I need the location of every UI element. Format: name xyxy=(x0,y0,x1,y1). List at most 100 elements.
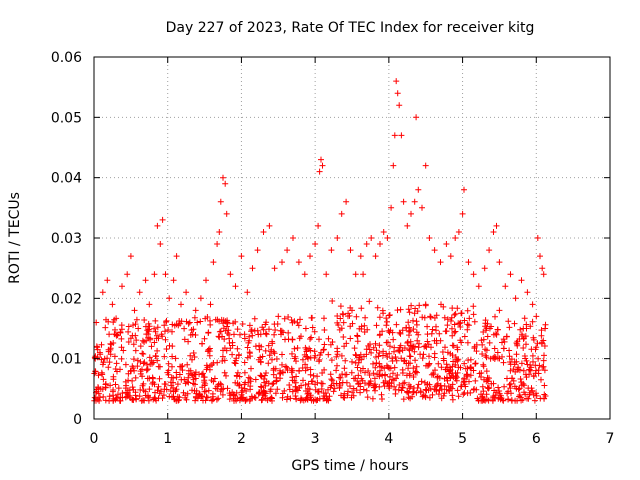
data-point xyxy=(235,352,242,359)
data-point xyxy=(307,354,314,361)
data-point xyxy=(356,356,363,363)
data-point xyxy=(151,325,158,332)
data-point xyxy=(446,370,453,377)
data-point xyxy=(129,384,136,391)
data-point xyxy=(455,320,462,327)
data-point xyxy=(492,330,499,337)
data-point xyxy=(541,395,548,402)
data-point xyxy=(238,253,245,260)
data-point xyxy=(126,392,133,399)
data-point xyxy=(397,342,404,349)
data-point xyxy=(309,314,316,321)
data-point xyxy=(295,259,302,266)
data-point xyxy=(517,394,524,401)
data-point xyxy=(414,385,421,391)
data-point xyxy=(421,343,428,350)
data-point xyxy=(268,394,275,401)
data-point xyxy=(308,334,315,341)
data-point xyxy=(181,336,188,343)
data-point xyxy=(104,355,111,362)
data-point xyxy=(509,375,516,382)
data-point xyxy=(183,396,190,403)
data-point xyxy=(272,327,279,333)
data-point xyxy=(387,343,393,350)
data-point xyxy=(501,383,508,390)
data-point xyxy=(406,372,413,379)
data-point xyxy=(302,325,309,332)
data-point xyxy=(433,327,439,334)
data-point xyxy=(138,397,145,404)
data-point xyxy=(122,361,129,368)
data-point xyxy=(289,350,295,357)
y-tick-label: 0 xyxy=(73,412,82,428)
data-point xyxy=(499,339,505,346)
y-tick-label: 0.03 xyxy=(51,231,82,247)
data-point xyxy=(533,390,539,397)
data-point xyxy=(541,352,547,359)
data-point xyxy=(197,318,204,325)
data-point xyxy=(118,322,125,329)
x-tick-label: 0 xyxy=(90,431,99,447)
y-tick-label: 0.06 xyxy=(51,50,82,66)
data-point xyxy=(390,370,396,377)
data-point xyxy=(183,289,190,296)
data-point xyxy=(153,335,160,342)
data-point xyxy=(202,315,209,322)
data-point xyxy=(424,381,431,388)
data-point xyxy=(357,253,364,260)
data-point xyxy=(223,323,230,330)
data-point xyxy=(146,386,153,393)
data-point xyxy=(436,330,443,337)
data-point xyxy=(341,394,348,401)
data-point xyxy=(333,367,340,374)
data-point xyxy=(503,333,510,340)
data-point xyxy=(518,277,525,284)
data-point xyxy=(390,336,397,343)
data-point xyxy=(315,222,322,229)
data-point xyxy=(279,351,285,358)
data-point xyxy=(277,327,284,334)
data-point xyxy=(465,259,472,266)
data-point xyxy=(450,374,457,381)
data-point xyxy=(379,328,386,335)
data-point xyxy=(393,78,400,85)
data-point xyxy=(373,354,379,360)
data-point xyxy=(102,324,109,331)
y-tick-label: 0.04 xyxy=(51,171,82,187)
data-point xyxy=(172,355,179,362)
data-point xyxy=(203,394,210,400)
data-point xyxy=(266,326,272,333)
data-point xyxy=(398,355,405,362)
data-point xyxy=(202,388,209,395)
data-point xyxy=(166,342,173,349)
y-tick-label: 0.01 xyxy=(51,352,82,368)
data-point xyxy=(208,361,215,368)
data-point xyxy=(377,241,383,247)
data-point xyxy=(163,319,169,325)
data-point xyxy=(307,392,314,399)
data-point xyxy=(236,381,243,388)
data-point xyxy=(437,259,444,266)
data-point xyxy=(441,314,448,321)
data-point xyxy=(372,340,379,347)
data-point xyxy=(364,326,371,333)
data-point xyxy=(132,374,139,381)
data-point xyxy=(174,381,181,388)
data-point xyxy=(491,345,498,352)
data-point xyxy=(419,355,426,362)
data-point xyxy=(366,298,373,305)
data-point xyxy=(455,356,462,363)
data-point xyxy=(444,322,451,329)
data-point xyxy=(470,311,477,318)
data-point xyxy=(492,392,499,399)
data-point xyxy=(504,375,510,382)
data-point xyxy=(191,314,198,321)
data-point xyxy=(136,393,143,400)
data-point xyxy=(385,364,391,371)
data-point xyxy=(211,375,218,382)
data-point xyxy=(233,355,240,362)
data-point xyxy=(152,317,159,324)
data-point xyxy=(173,321,180,328)
data-point xyxy=(386,382,393,389)
data-point xyxy=(433,312,440,319)
